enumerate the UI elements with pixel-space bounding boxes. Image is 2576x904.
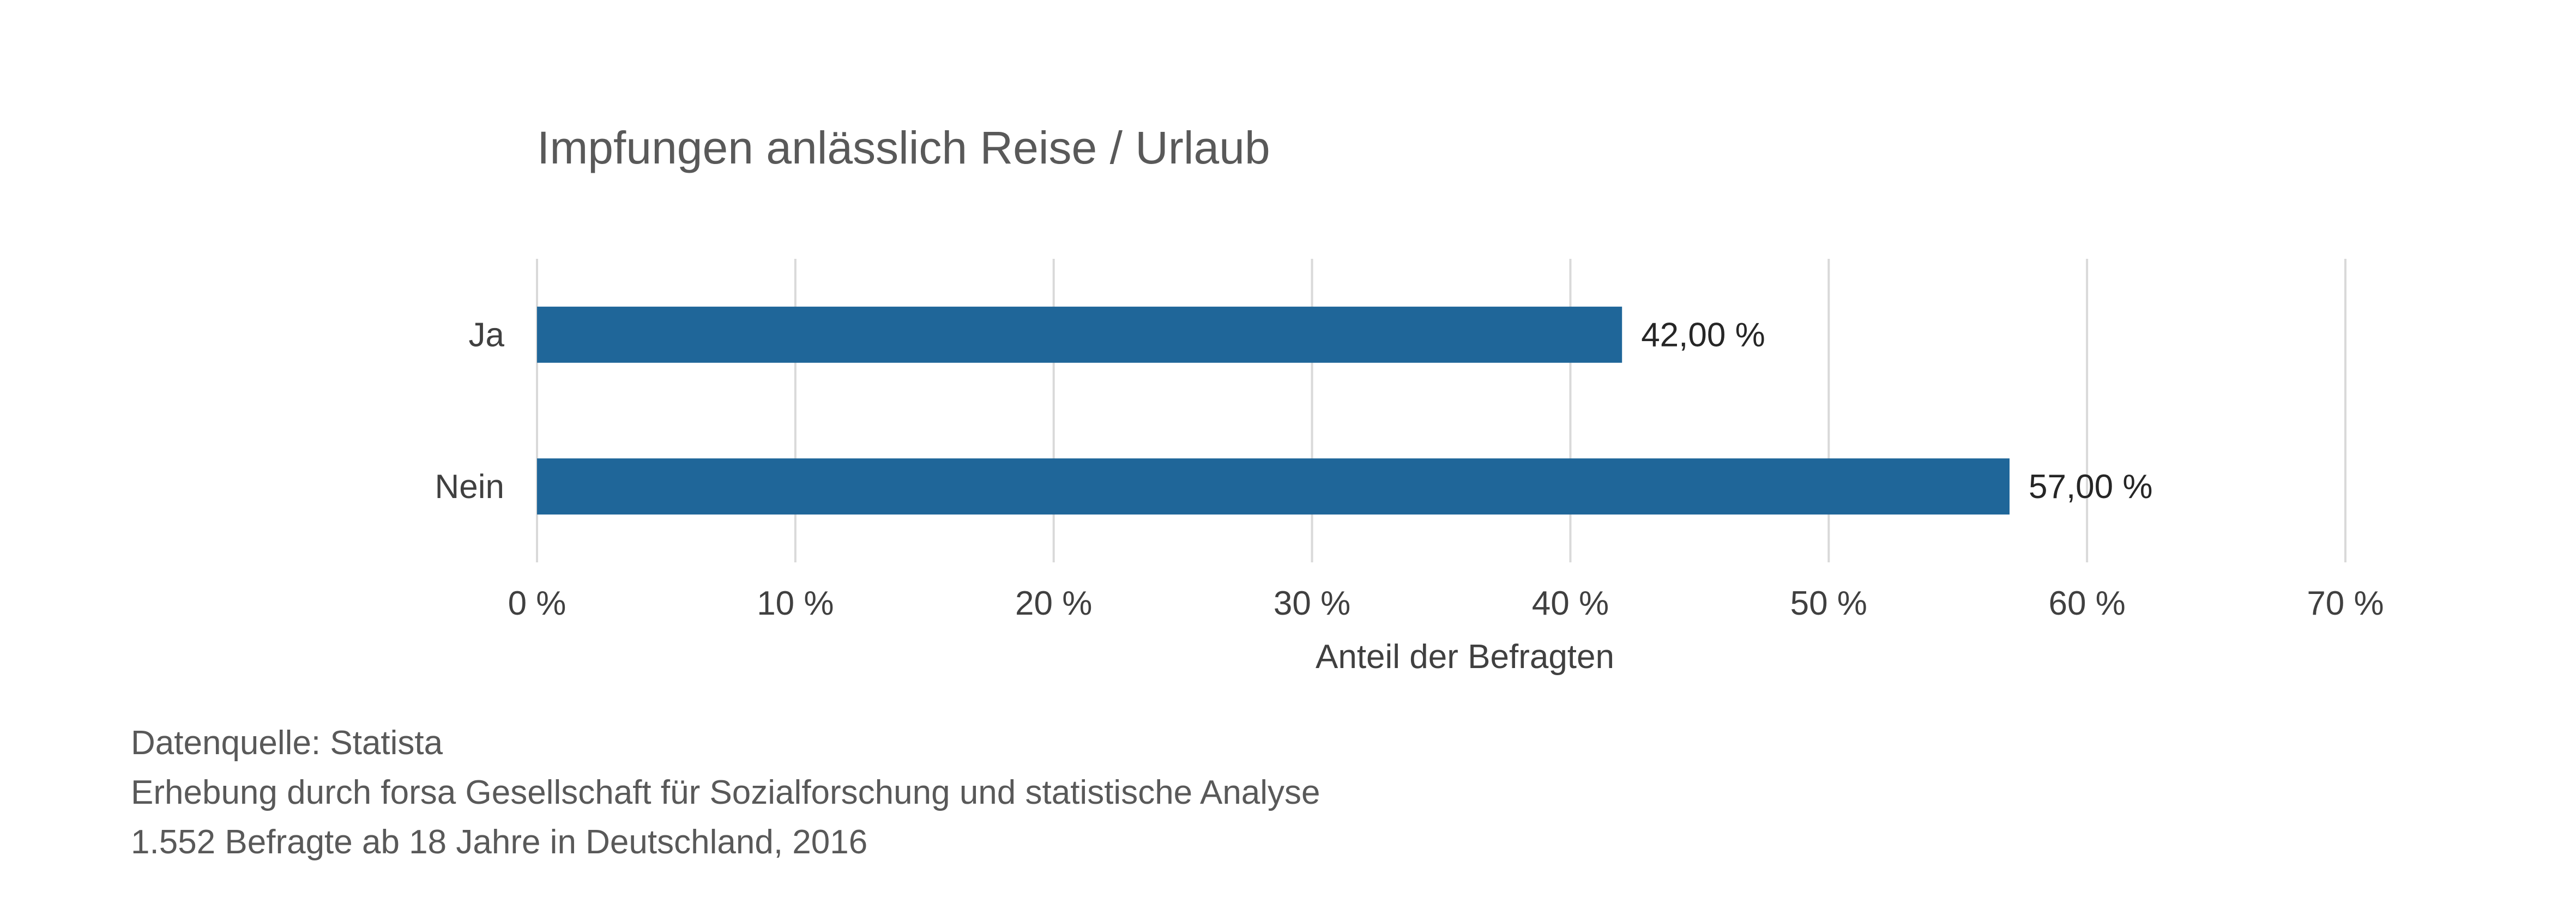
x-axis-title: Anteil der Befragten: [1316, 638, 1614, 676]
x-tick-label: 0 %: [508, 585, 566, 622]
source-line: Datenquelle: Statista: [131, 724, 443, 762]
x-tick-label: 10 %: [757, 585, 834, 622]
x-tick-label: 60 %: [2048, 585, 2125, 622]
category-label-nein: Nein: [435, 468, 504, 506]
data-label-ja: 42,00 %: [1641, 316, 1765, 354]
x-axis-ticks: 0 % 10 % 20 % 30 % 40 % 50 % 60 % 70 %: [508, 585, 2384, 622]
x-tick-label: 30 %: [1274, 585, 1350, 622]
survey-line: Erhebung durch forsa Gesellschaft für So…: [131, 774, 1320, 811]
chart-title: Impfungen anlässlich Reise / Urlaub: [537, 122, 1270, 173]
x-tick-label: 50 %: [1790, 585, 1867, 622]
gridlines: [536, 259, 2346, 562]
bars: [537, 306, 2010, 515]
source-note: Datenquelle: Statista Erhebung durch for…: [131, 718, 1320, 867]
x-tick-label: 70 %: [2307, 585, 2384, 622]
data-label-nein: 57,00 %: [2029, 468, 2153, 506]
category-label-ja: Ja: [469, 316, 505, 354]
bar-ja: [537, 306, 1622, 363]
category-labels: Ja Nein: [435, 316, 504, 506]
sample-line: 1.552 Befragte ab 18 Jahre in Deutschlan…: [131, 823, 868, 861]
x-tick-label: 40 %: [1532, 585, 1609, 622]
data-labels: 42,00 % 57,00 %: [1641, 316, 2152, 506]
x-tick-label: 20 %: [1015, 585, 1092, 622]
bar-nein: [537, 458, 2010, 515]
